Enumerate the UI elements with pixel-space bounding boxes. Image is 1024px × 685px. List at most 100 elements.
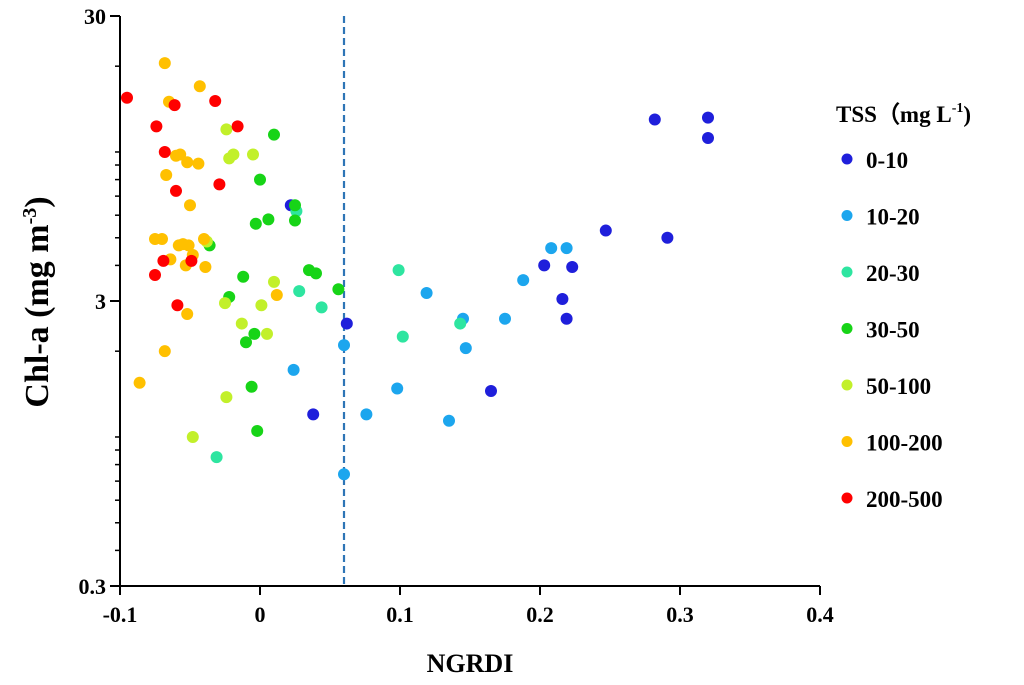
data-point-100-200 [198, 233, 210, 246]
data-point-100-200 [158, 57, 171, 70]
legend-label-100-200: 100-200 [866, 431, 943, 456]
data-point-20-30 [210, 451, 223, 464]
data-point-10-20 [287, 363, 300, 376]
data-point-20-30 [454, 317, 467, 330]
data-point-30-50 [310, 267, 322, 280]
data-point-100-200 [192, 157, 205, 170]
y-tick-label: 3 [95, 289, 106, 314]
data-point-100-200 [270, 288, 283, 301]
legend-label-20-30: 20-30 [866, 261, 920, 286]
data-point-100-200 [181, 156, 194, 169]
data-point-200-500 [149, 269, 161, 282]
y-axis-title-sup: -3 [19, 208, 41, 225]
data-point-50-100 [220, 391, 233, 404]
data-point-30-50 [254, 173, 266, 186]
data-point-200-500 [213, 178, 226, 191]
data-point-30-50 [262, 213, 275, 226]
data-point-100-200 [181, 308, 194, 321]
data-point-10-20 [545, 242, 558, 255]
x-axis-title: NGRDI [427, 649, 514, 678]
data-point-0-10 [566, 260, 579, 273]
x-tick-label: 0 [255, 602, 266, 627]
data-point-10-20 [338, 339, 350, 352]
data-point-30-50 [268, 128, 280, 141]
legend-marker-10-20 [841, 210, 853, 221]
data-point-20-30 [396, 330, 409, 343]
legend-title-sup: -1 [952, 101, 964, 116]
data-point-100-200 [133, 376, 146, 389]
data-point-30-50 [240, 336, 252, 349]
x-tick-label: 0.2 [526, 602, 554, 627]
data-point-50-100 [186, 430, 199, 443]
data-point-200-500 [168, 99, 181, 112]
y-axis-title-main: Chl-a (mg m [19, 224, 56, 407]
data-point-0-10 [340, 317, 353, 330]
y-tick-label: 30 [84, 4, 106, 29]
data-point-0-10 [599, 224, 612, 237]
data-point-100-200 [182, 239, 195, 252]
data-point-0-10 [556, 292, 569, 305]
legend-marker-20-30 [841, 266, 853, 278]
data-point-20-30 [315, 301, 328, 314]
data-point-0-10 [307, 408, 320, 421]
legend-label-0-10: 0-10 [866, 148, 908, 173]
data-point-0-10 [648, 113, 661, 126]
data-point-0-10 [702, 131, 714, 144]
x-tick-label: 0.3 [666, 602, 694, 627]
data-point-50-100 [227, 148, 240, 161]
legend-title-main: TSS（mg L [836, 101, 952, 127]
y-axis-title-close: ) [19, 196, 56, 207]
legend-title: TSS（mg L-1) [836, 101, 971, 127]
data-point-200-500 [121, 91, 133, 104]
data-point-100-200 [158, 345, 171, 358]
data-point-200-500 [157, 254, 170, 267]
y-tick-label: 0.3 [79, 574, 107, 599]
data-point-10-20 [443, 414, 455, 427]
data-point-30-50 [332, 283, 345, 296]
data-point-100-200 [156, 233, 168, 246]
legend-label-30-50: 30-50 [866, 318, 920, 343]
data-point-100-200 [193, 80, 206, 93]
legend-label-200-500: 200-500 [866, 487, 943, 512]
y-axis-title: Chl-a (mg m-3) [19, 196, 56, 407]
data-point-0-10 [485, 384, 497, 397]
legend: 0-10 10-20 20-30 30-50 50-100 100-200 200-500 [841, 148, 943, 512]
data-point-50-100 [220, 123, 233, 136]
data-point-50-100 [219, 297, 231, 310]
data-point-10-20 [517, 274, 530, 287]
data-point-0-10 [538, 259, 551, 272]
data-point-200-500 [185, 254, 198, 267]
data-point-20-30 [392, 264, 405, 277]
data-point-10-20 [560, 242, 573, 255]
data-point-50-100 [255, 299, 268, 312]
data-point-50-100 [268, 275, 280, 288]
data-point-200-500 [209, 94, 222, 107]
data-point-200-500 [231, 120, 244, 133]
data-point-10-20 [360, 408, 373, 421]
legend-label-10-20: 10-20 [866, 205, 920, 230]
data-point-30-50 [237, 270, 250, 283]
data-point-200-500 [150, 120, 163, 133]
data-point-50-100 [235, 317, 248, 330]
data-point-30-50 [289, 214, 301, 227]
data-point-200-500 [171, 299, 184, 312]
legend-marker-0-10 [841, 153, 853, 165]
data-point-0-10 [560, 312, 573, 325]
data-point-30-50 [289, 199, 301, 212]
legend-marker-30-50 [841, 323, 853, 334]
legend-marker-100-200 [841, 436, 853, 447]
legend-label-50-100: 50-100 [866, 374, 931, 399]
legend-title-close: ) [963, 102, 971, 127]
data-point-100-200 [174, 148, 187, 161]
data-point-100-200 [184, 199, 196, 212]
data-point-10-20 [459, 342, 472, 355]
legend-marker-50-100 [841, 379, 853, 391]
data-point-200-500 [170, 184, 182, 197]
data-point-0-10 [702, 111, 714, 124]
data-point-50-100 [261, 327, 273, 340]
data-point-20-30 [293, 285, 306, 298]
x-tick-label: -0.1 [103, 602, 138, 627]
x-tick-label: 0.4 [806, 602, 834, 627]
data-point-30-50 [248, 327, 261, 340]
